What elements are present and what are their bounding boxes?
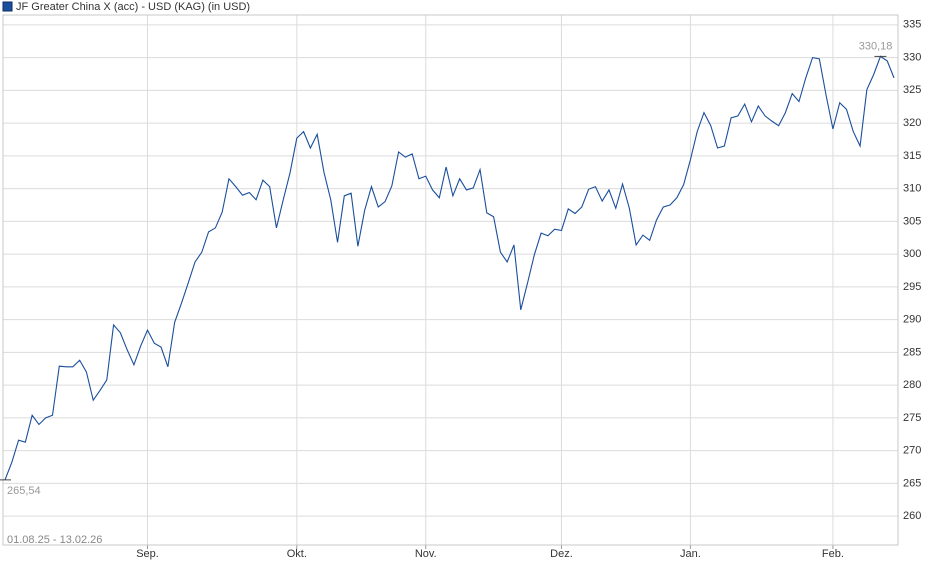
legend-swatch — [2, 1, 13, 12]
y-tick-label: 275 — [903, 412, 921, 424]
x-tick-label: Nov. — [415, 548, 437, 560]
y-tick-label: 315 — [903, 150, 921, 162]
date-range: 01.08.25 - 13.02.26 — [7, 534, 102, 546]
annotation-label: 265,54 — [7, 485, 41, 497]
y-tick-label: 290 — [903, 314, 921, 326]
price-line — [4, 55, 895, 481]
plot-frame — [2, 14, 899, 546]
y-tick-label: 310 — [903, 183, 921, 195]
y-tick-label: 335 — [903, 19, 921, 31]
y-tick-label: 320 — [903, 117, 921, 129]
annotation-label: 330,18 — [859, 40, 893, 52]
x-tick-label: Feb. — [822, 548, 844, 560]
y-tick-label: 270 — [903, 445, 921, 457]
x-tick-label: Dez. — [550, 548, 573, 560]
y-tick-label: 260 — [903, 510, 921, 522]
y-tick-label: 265 — [903, 477, 921, 489]
legend-label: JF Greater China X (acc) - USD (KAG) (in… — [16, 1, 250, 13]
y-tick-label: 300 — [903, 248, 921, 260]
y-tick-label: 330 — [903, 51, 921, 63]
y-tick-label: 305 — [903, 215, 921, 227]
y-tick-label: 295 — [903, 281, 921, 293]
x-tick-label: Sep. — [136, 548, 159, 560]
y-tick-label: 285 — [903, 346, 921, 358]
y-tick-label: 280 — [903, 379, 921, 391]
x-tick-label: Okt. — [287, 548, 307, 560]
y-tick-label: 325 — [903, 84, 921, 96]
x-tick-label: Jan. — [680, 548, 701, 560]
